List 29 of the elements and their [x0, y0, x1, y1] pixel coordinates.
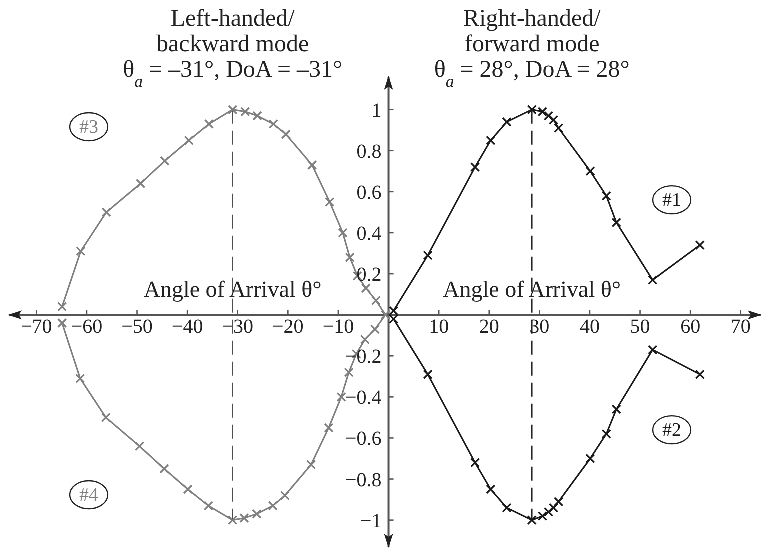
ref-line-label: Right-handed/ forward mode θ$_{a}$ = 28°, DoA = 28°: [434, 6, 630, 90]
y-tick-label: −1: [360, 510, 382, 532]
y-tick-label: −0.8: [345, 469, 382, 492]
x-tick-label: −60: [71, 316, 103, 338]
y-tick-label: 0.6: [356, 182, 382, 204]
x-tick-label: −50: [122, 316, 153, 338]
x-tick-label: 20: [479, 316, 500, 338]
x-tick-label: −20: [272, 316, 304, 338]
x-tick-label: −10: [322, 316, 354, 338]
x-tick-label: 70: [730, 316, 751, 338]
text: #3: [80, 117, 98, 138]
y-tick-label: −0.4: [345, 387, 382, 410]
x-tick-label: 60: [680, 316, 701, 338]
text: #2: [662, 420, 682, 442]
x-tick-label: −70: [21, 316, 52, 338]
ref-line-label: Left-handed/ backward mode θ$_{a}$ = –31°, DoA = –31°: [123, 6, 343, 90]
y-tick-label: 0.8: [356, 140, 382, 163]
x-tick-label: 40: [580, 316, 600, 338]
x-axis-title: Angle of Arrival θ°: [144, 277, 322, 302]
text: Angle of Arrival θ°: [443, 277, 622, 302]
x-tick-label: 50: [630, 316, 650, 338]
y-tick-label: 0.4: [356, 222, 382, 245]
y-tick-label: −0.6: [345, 428, 382, 450]
x-tick-label: 10: [429, 316, 450, 338]
y-tick-label: 1: [372, 100, 382, 122]
y-tick-label: 0.2: [356, 264, 382, 286]
x-tick-label: −40: [172, 316, 204, 338]
text: #4: [80, 485, 99, 506]
series-label: #1: [662, 190, 682, 212]
